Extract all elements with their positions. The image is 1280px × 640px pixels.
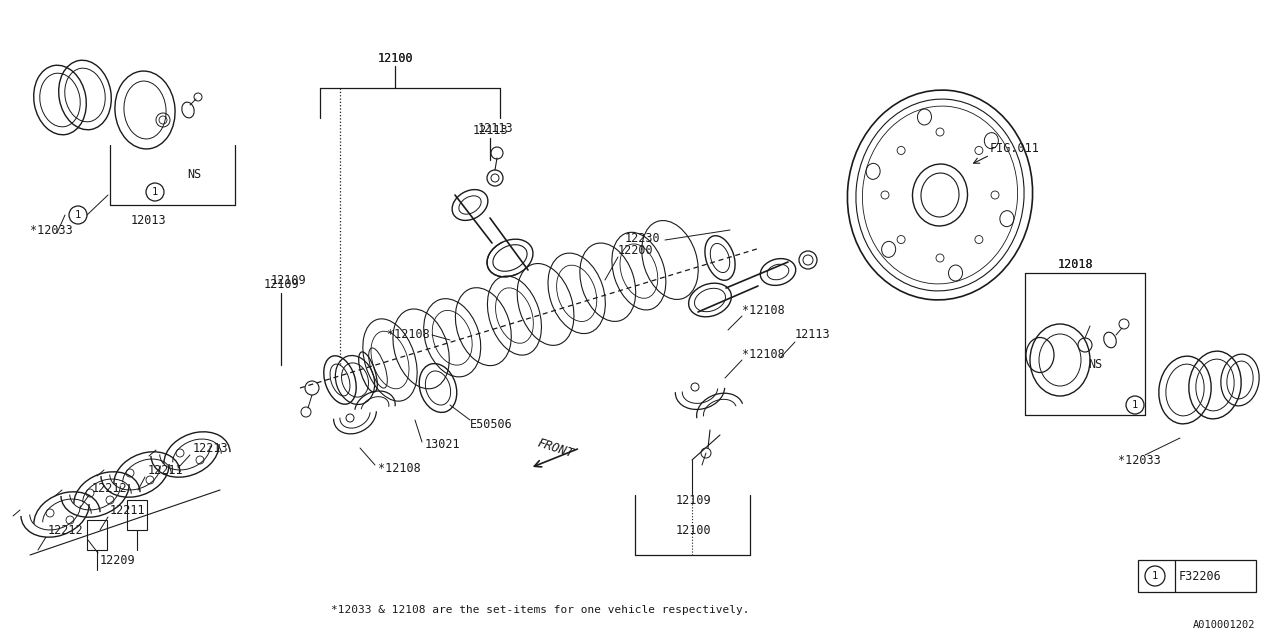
Text: *12033: *12033 xyxy=(29,223,73,237)
Text: 12018: 12018 xyxy=(1057,259,1093,271)
Bar xyxy=(87,520,108,550)
Bar xyxy=(127,500,147,530)
Text: *12108: *12108 xyxy=(742,303,785,317)
Text: 1: 1 xyxy=(1152,571,1158,581)
Text: 13021: 13021 xyxy=(425,438,461,451)
Text: 12018: 12018 xyxy=(1057,259,1093,271)
Text: *12108: *12108 xyxy=(388,328,430,342)
Text: 12100: 12100 xyxy=(675,524,710,536)
Text: 12113: 12113 xyxy=(795,328,831,342)
Text: 1: 1 xyxy=(74,210,81,220)
Text: NS: NS xyxy=(1088,358,1102,371)
Text: *12033: *12033 xyxy=(1117,454,1161,467)
Text: 1: 1 xyxy=(1132,400,1138,410)
Text: 12213: 12213 xyxy=(193,442,229,454)
Text: *12108: *12108 xyxy=(742,349,785,362)
Text: 12013: 12013 xyxy=(131,214,166,227)
Text: 12113: 12113 xyxy=(472,124,508,136)
Text: *12033 & 12108 are the set-items for one vehicle respectively.: *12033 & 12108 are the set-items for one… xyxy=(330,605,749,615)
Text: 12211: 12211 xyxy=(110,504,146,516)
Text: 12212: 12212 xyxy=(92,481,128,495)
Text: 12100: 12100 xyxy=(378,51,413,65)
Text: NS: NS xyxy=(187,168,201,182)
Text: 12230: 12230 xyxy=(625,232,660,244)
Text: FIG.011: FIG.011 xyxy=(989,141,1039,154)
Text: 12100: 12100 xyxy=(378,51,413,65)
Text: 1: 1 xyxy=(152,187,159,197)
Text: 12109: 12109 xyxy=(264,278,298,291)
Bar xyxy=(1138,560,1256,592)
Text: 12109: 12109 xyxy=(675,493,710,506)
Text: A010001202: A010001202 xyxy=(1193,620,1254,630)
Text: *12108: *12108 xyxy=(378,461,421,474)
Text: 12109: 12109 xyxy=(271,273,307,287)
Text: 12212: 12212 xyxy=(49,524,83,536)
Text: FRONT: FRONT xyxy=(535,436,575,460)
Text: 12113: 12113 xyxy=(477,122,513,134)
Text: E50506: E50506 xyxy=(470,419,513,431)
Text: 12209: 12209 xyxy=(100,554,136,566)
Text: 12211: 12211 xyxy=(148,463,183,477)
Text: 12200: 12200 xyxy=(618,243,654,257)
Text: F32206: F32206 xyxy=(1179,570,1221,582)
